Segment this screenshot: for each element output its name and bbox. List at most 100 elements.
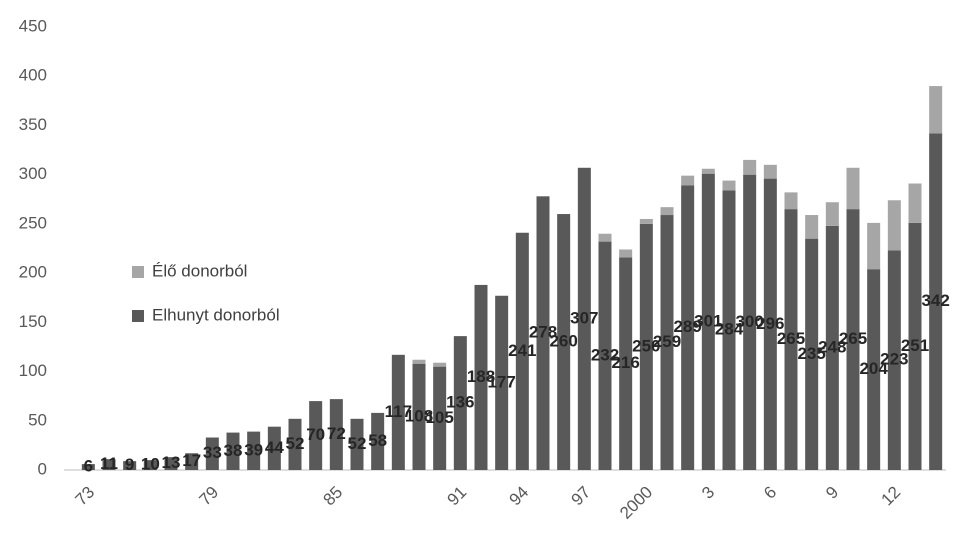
y-tick-label: 200	[19, 263, 47, 282]
data-label: 70	[306, 425, 325, 444]
bar-segment	[143, 460, 157, 470]
bar-segment	[267, 426, 281, 470]
x-tick-label: 9	[822, 483, 842, 503]
data-label: 13	[162, 453, 181, 472]
x-tick-label: 2000	[616, 483, 656, 523]
data-label: 108	[405, 406, 433, 425]
data-label: 284	[715, 320, 744, 339]
bar-segment	[412, 363, 426, 470]
data-label: 216	[611, 353, 639, 372]
bar-segment	[846, 167, 860, 210]
data-label: 11	[100, 454, 118, 473]
data-label: 265	[777, 329, 805, 348]
x-tick-label: 73	[72, 483, 99, 510]
x-tick-label: 79	[196, 483, 223, 510]
bar-segment	[495, 295, 509, 470]
bar-segment	[598, 233, 612, 242]
data-label: 44	[265, 438, 284, 457]
legend-swatch	[132, 266, 144, 278]
bar-segment	[329, 399, 343, 470]
bar-segment	[701, 168, 715, 174]
y-tick-label: 300	[19, 164, 47, 183]
bar-segment	[887, 200, 901, 251]
y-tick-label: 400	[19, 66, 47, 85]
y-tick-label: 450	[19, 16, 47, 35]
x-tick-label: 6	[760, 483, 780, 503]
bar-segment	[391, 354, 405, 470]
data-label: 248	[818, 337, 846, 356]
bar-segment	[433, 362, 447, 367]
data-label: 52	[286, 434, 305, 453]
y-tick-label: 150	[19, 312, 47, 331]
data-label: 33	[203, 443, 222, 462]
bar-segment	[185, 453, 199, 470]
data-label: 307	[570, 308, 598, 327]
data-label: 250	[632, 336, 660, 355]
x-tick-label: 91	[444, 483, 471, 510]
bar-segment	[784, 192, 798, 210]
bar-segment	[639, 223, 653, 470]
bar-segment	[743, 174, 757, 470]
data-label: 105	[425, 408, 453, 427]
bar-segment	[929, 86, 943, 134]
bar-segment	[288, 418, 302, 470]
data-label: 52	[348, 434, 367, 453]
y-tick-label: 100	[19, 361, 47, 380]
bar-segment	[763, 164, 777, 179]
data-label: 265	[839, 329, 867, 348]
bar-segment	[205, 437, 219, 470]
data-label: 278	[529, 323, 557, 342]
bar-segment	[908, 222, 922, 470]
bar-segment	[164, 457, 178, 470]
data-label: 17	[182, 451, 201, 470]
legend-label: Elhunyt donorból	[152, 305, 280, 324]
data-label: 289	[673, 317, 701, 336]
data-label: 342	[921, 291, 949, 310]
bar-segment	[722, 190, 736, 470]
legend-swatch	[132, 310, 144, 322]
data-label: 10	[141, 455, 160, 474]
data-label: 58	[368, 431, 387, 450]
bar-segment	[309, 401, 323, 470]
data-label: 251	[901, 336, 929, 355]
legend-label: Élő donorból	[152, 261, 247, 280]
data-label: 259	[653, 332, 681, 351]
bar-segment	[660, 207, 674, 216]
bar-segment	[536, 196, 550, 470]
bar-segment	[453, 336, 467, 470]
bar-segment	[660, 215, 674, 470]
data-label: 235	[797, 344, 825, 363]
data-label: 241	[508, 341, 536, 360]
bar-segment	[557, 214, 571, 470]
bar-segment	[929, 133, 943, 470]
bar-segment	[371, 412, 385, 470]
bar-segment	[247, 431, 261, 470]
bar-segment	[577, 167, 591, 470]
y-tick-label: 0	[38, 459, 47, 478]
bar-segment	[784, 209, 798, 470]
x-tick-label: 85	[320, 483, 347, 510]
y-tick-label: 350	[19, 115, 47, 134]
data-label: 177	[487, 372, 515, 391]
bar-segment	[805, 238, 819, 470]
bar-segment	[846, 209, 860, 470]
data-label: 300	[735, 312, 763, 331]
bar-segment	[619, 249, 633, 258]
bar-segment	[102, 459, 116, 470]
data-label: 188	[467, 367, 495, 386]
bar-segment	[722, 180, 736, 191]
bar-segment	[743, 159, 757, 175]
bar-segment	[598, 241, 612, 470]
data-label: 204	[859, 359, 888, 378]
bar-segment	[515, 232, 529, 470]
bar-segment	[867, 269, 881, 470]
data-label: 301	[694, 311, 722, 330]
x-tick-label: 97	[568, 483, 595, 510]
bar-segment	[81, 464, 95, 470]
bar-segment	[433, 366, 447, 470]
data-label: 223	[880, 350, 908, 369]
data-label: 136	[446, 393, 474, 412]
x-tick-label: 3	[698, 483, 718, 503]
bar-segment	[412, 359, 426, 364]
